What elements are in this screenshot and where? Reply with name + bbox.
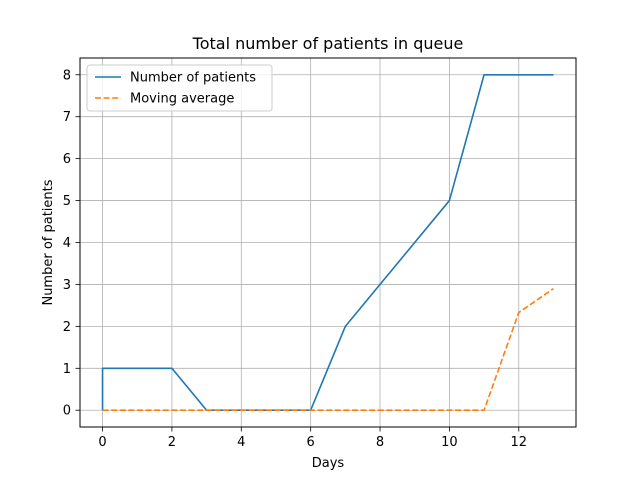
chart-title: Total number of patients in queue xyxy=(192,34,464,53)
y-tick-label: 1 xyxy=(63,362,71,377)
x-tick-label: 6 xyxy=(307,435,315,450)
legend-label-number-of-patients: Number of patients xyxy=(130,71,256,86)
y-tick-label: 7 xyxy=(63,110,71,125)
x-tick-label: 8 xyxy=(376,435,384,450)
x-tick-label: 4 xyxy=(237,435,245,450)
x-tick-label: 10 xyxy=(441,435,458,450)
y-tick-label: 8 xyxy=(63,68,71,83)
legend-label-moving-average: Moving average xyxy=(130,92,234,107)
y-tick-label: 5 xyxy=(63,194,71,209)
y-tick-label: 3 xyxy=(63,278,71,293)
y-tick-label: 4 xyxy=(63,236,71,251)
y-tick-label: 6 xyxy=(63,152,71,167)
x-axis-label: Days xyxy=(312,456,345,471)
series-line-moving-average xyxy=(102,287,554,412)
series-layer xyxy=(101,73,554,412)
legend: Number of patients Moving average xyxy=(86,64,273,112)
y-tick-label: 0 xyxy=(63,404,71,419)
legend-box xyxy=(86,64,273,112)
x-tick-label: 2 xyxy=(168,435,176,450)
y-tick-label: 2 xyxy=(63,320,71,335)
x-tick-label: 0 xyxy=(98,435,106,450)
x-tick-label: 12 xyxy=(510,435,527,450)
y-axis-label: Number of patients xyxy=(41,179,56,305)
